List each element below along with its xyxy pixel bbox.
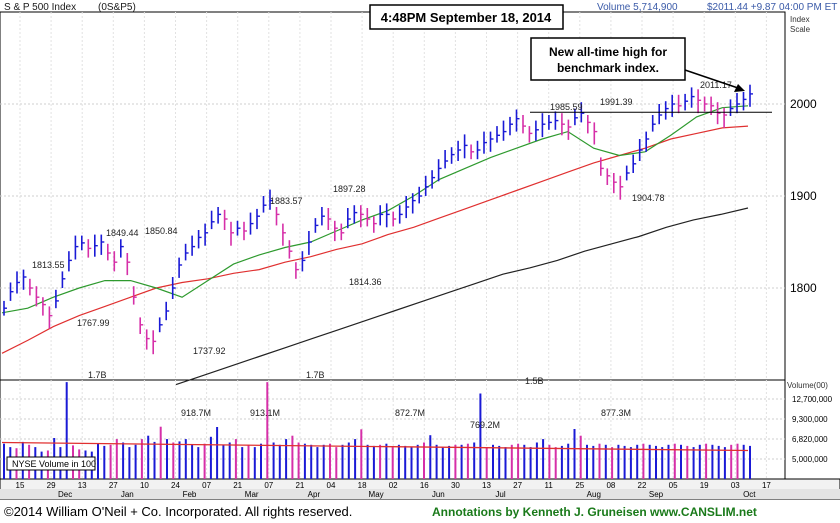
volume-label: 1.7B — [88, 370, 107, 380]
price-label: 1850.84 — [145, 226, 178, 236]
price-label: 1897.28 — [333, 184, 366, 194]
day-tick-label: 11 — [545, 481, 554, 490]
volume-label: 872.7M — [395, 408, 425, 418]
axis-labels: 1800 1900 2000 12,700,000 9,300,000 6,820,000… — [790, 97, 833, 464]
month-tick-label: Feb — [183, 490, 197, 499]
day-tick-label: 29 — [47, 481, 56, 490]
price-tick-label: 2000 — [790, 97, 817, 111]
month-tick-label: Dec — [58, 490, 72, 499]
day-tick-label: 27 — [513, 481, 522, 490]
ma50-polyline — [1, 105, 749, 314]
callout-arrowhead — [734, 84, 745, 92]
volume-label: 1.5B — [525, 376, 544, 386]
volume-label: 1.7B — [306, 370, 325, 380]
price-annotations: 1813.55 1767.99 1849.44 1850.84 1737.92 1883.… — [32, 80, 732, 356]
price-label: 1985.59 — [550, 102, 583, 112]
time-readout: 04:00 PM ET — [779, 2, 837, 13]
price-tick-label: 1900 — [790, 189, 817, 203]
volume-tick-label: 12,700,000 — [792, 395, 833, 404]
volume-average-line — [1, 441, 749, 452]
month-tick-label: Mar — [245, 490, 259, 499]
volume-readout: Volume 5,714,900 — [597, 2, 678, 13]
month-tick-label: Sep — [649, 490, 664, 499]
day-tick-label: 03 — [731, 481, 740, 490]
day-tick-label: 02 — [389, 481, 398, 490]
volume-label: 918.7M — [181, 408, 211, 418]
day-tick-label: 10 — [140, 481, 149, 490]
index-scale-label: Index Scale — [790, 15, 811, 34]
day-tick-label: 18 — [358, 481, 367, 490]
timestamp: 4:48PM September 18, 2014 — [381, 10, 552, 25]
day-tick-label: 21 — [233, 481, 242, 490]
day-tick-label: 27 — [109, 481, 118, 490]
day-tick-label: 30 — [451, 481, 460, 490]
month-tick-label: Jan — [121, 490, 134, 499]
month-tick-label: Apr — [308, 490, 321, 499]
price-label: 1991.39 — [600, 97, 633, 107]
price-label: 1849.44 — [106, 228, 139, 238]
volume-label: 769.2M — [470, 420, 500, 430]
long-ma-line — [175, 207, 749, 386]
price-label: 1737.92 — [193, 346, 226, 356]
price-tick-label: 1800 — [790, 281, 817, 295]
x-axis-labels: 15 29 13 27 10 24 07 21 07 21 04 18 02 16 30 13 27 11 25 08… — [16, 481, 772, 499]
index-symbol: (0S&P5) — [98, 2, 136, 13]
day-tick-label: 04 — [327, 481, 336, 490]
day-tick-label: 22 — [638, 481, 647, 490]
price-label: 2011.17 — [700, 80, 732, 90]
price-label: 1767.99 — [77, 318, 110, 328]
callout-box — [530, 37, 686, 81]
month-strip — [0, 489, 840, 499]
day-tick-label: 24 — [171, 481, 180, 490]
price-readout: $2011.44 +9.87 — [707, 2, 776, 13]
price-label: 1904.78 — [632, 193, 665, 203]
volume-axis-title: Volume(00) — [787, 381, 828, 390]
volume-legend: NYSE Volume in 100 — [12, 459, 96, 469]
day-tick-label: 21 — [295, 481, 304, 490]
timestamp-box — [369, 4, 564, 30]
day-tick-label: 17 — [762, 481, 771, 490]
volume-tick-label: 9,300,000 — [792, 415, 828, 424]
day-tick-label: 05 — [669, 481, 678, 490]
day-tick-label: 16 — [420, 481, 429, 490]
price-label: 1814.36 — [349, 277, 382, 287]
callout-arrow — [684, 69, 739, 89]
volume-annotations: 1.7B 918.7M 913.1M 1.7B 872.7M 769.2M 1.5B 877.… — [88, 370, 631, 430]
day-tick-label: 25 — [575, 481, 584, 490]
volume-tick-label: 5,000,000 — [792, 455, 828, 464]
day-tick-label: 07 — [264, 481, 273, 490]
day-tick-label: 15 — [16, 481, 25, 490]
month-tick-label: Oct — [743, 490, 756, 499]
day-tick-label: 08 — [606, 481, 615, 490]
callout-text: New all-time high for benchmark index. — [549, 45, 667, 75]
copyright-text: ©2014 William O'Neil + Co. Incorporated.… — [4, 504, 353, 519]
volume-avg — [1, 441, 749, 452]
price-label: 1813.55 — [32, 260, 65, 270]
annotations-credit: Annotations by Kenneth J. Gruneisen www.… — [432, 505, 757, 519]
day-tick-label: 07 — [202, 481, 211, 490]
volume-label: 877.3M — [601, 408, 631, 418]
ma-50-line — [1, 105, 749, 314]
volume-tick-label: 6,820,000 — [792, 435, 828, 444]
price-bars — [3, 84, 753, 355]
month-tick-label: Aug — [587, 490, 601, 499]
long-moving-average — [175, 207, 749, 386]
month-tick-label: Jun — [432, 490, 445, 499]
day-tick-label: 19 — [700, 481, 709, 490]
month-tick-label: May — [369, 490, 384, 499]
volume-label: 913.1M — [250, 408, 280, 418]
day-tick-label: 13 — [482, 481, 491, 490]
price-label: 1883.57 — [270, 196, 303, 206]
month-tick-label: Jul — [495, 490, 505, 499]
index-title: S & P 500 Index — [4, 2, 76, 13]
volume-legend-box — [6, 456, 96, 471]
volume-bars — [3, 382, 751, 479]
day-tick-label: 13 — [78, 481, 87, 490]
